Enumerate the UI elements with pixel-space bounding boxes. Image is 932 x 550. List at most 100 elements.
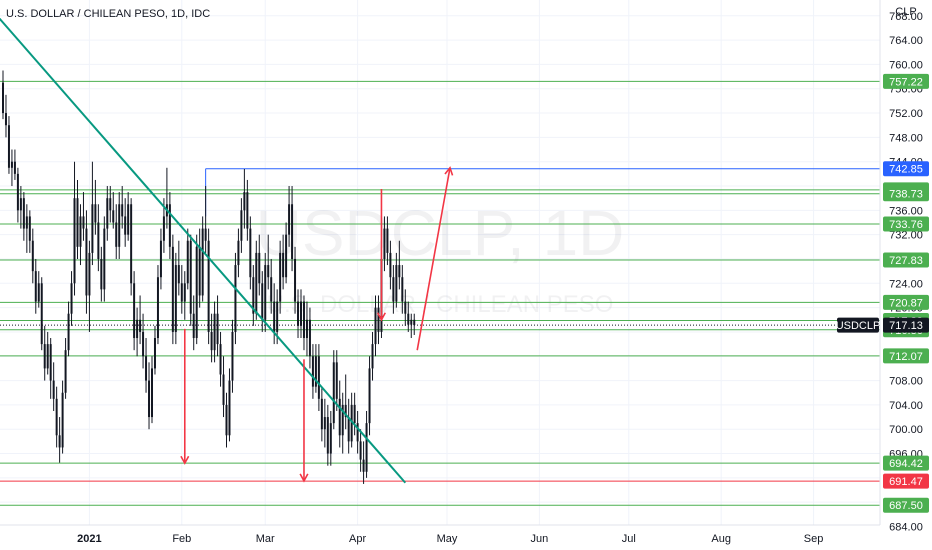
candle-body (34, 271, 37, 302)
candle-body (410, 319, 413, 325)
candle-body (395, 265, 398, 302)
watermark-symbol: USDCLP, 1D (256, 197, 625, 269)
candle-body (249, 228, 252, 278)
candle-body (156, 277, 159, 339)
time-tick-label: Feb (172, 533, 191, 545)
candle-body (177, 265, 180, 284)
candle-body (258, 252, 261, 284)
candle-body (43, 344, 46, 369)
candle-body (195, 246, 198, 339)
candle-body (207, 240, 210, 332)
price-tick-label: 760.00 (889, 59, 923, 71)
candle-body (19, 198, 22, 211)
price-badge-label: 691.47 (889, 476, 923, 488)
candle-body (109, 198, 112, 211)
candle-body (61, 392, 64, 448)
candle-body (100, 258, 103, 290)
candle-body (103, 228, 106, 290)
price-badge-label: 738.73 (889, 189, 923, 201)
candle-body (28, 216, 31, 241)
last-price-badge (883, 317, 929, 333)
time-tick-label: Jul (622, 533, 636, 545)
candle-body (365, 423, 368, 472)
price-badge-label: 687.50 (889, 500, 923, 512)
candle-body (130, 204, 133, 284)
candle-body (335, 362, 338, 399)
candle-body (332, 362, 335, 424)
candle-body (180, 283, 183, 302)
price-badge (883, 497, 929, 513)
candle-body (356, 423, 359, 442)
candle-body (73, 198, 76, 284)
candle-body (383, 228, 386, 259)
candle-body (49, 344, 52, 381)
candle-body (94, 204, 97, 223)
price-badge (883, 455, 929, 471)
price-badge (883, 186, 929, 202)
candle-body (228, 380, 231, 436)
price-tick-label: 748.00 (889, 132, 923, 144)
candle-body (10, 161, 13, 168)
candle-body (145, 356, 148, 381)
candle-body (4, 113, 7, 126)
candle-body (168, 204, 171, 247)
horizontal-levels (0, 80, 880, 506)
price-tick-label: 732.00 (889, 230, 923, 242)
candle-body (2, 82, 4, 114)
candle-body (246, 192, 249, 229)
candle-body (338, 398, 341, 436)
red-arrow-up (416, 167, 451, 351)
candle-body (329, 423, 332, 454)
candle-body (314, 356, 317, 387)
candle-body (270, 277, 273, 302)
candle-body (350, 404, 353, 442)
candle-body (302, 301, 305, 339)
candle-body (398, 265, 401, 278)
price-tick-label: 684.00 (889, 522, 923, 534)
time-axis[interactable] (0, 525, 880, 550)
candle-body (413, 319, 416, 326)
candle-body (115, 222, 118, 247)
candle-body (127, 204, 130, 235)
candle-body (297, 301, 300, 326)
candle-body (198, 246, 201, 296)
candle-body (88, 252, 91, 296)
candle-body (288, 204, 291, 235)
candle-body (279, 252, 282, 302)
currency-label: CLP (895, 6, 916, 18)
candle-body (64, 350, 67, 393)
candle-body (222, 374, 225, 405)
candle-body (213, 313, 216, 351)
candle-body (285, 234, 288, 278)
price-badge-label: 720.87 (889, 297, 923, 309)
candle-body (404, 301, 407, 314)
candle-body (255, 252, 258, 314)
time-tick-label: 2021 (77, 533, 101, 545)
candle-body (79, 216, 82, 247)
candle-body (136, 319, 139, 339)
candle-body (368, 368, 371, 424)
candle-body (389, 252, 392, 278)
chart-title: U.S. DOLLAR / CHILEAN PESO, 1D, IDC (6, 8, 210, 20)
candle-body (374, 307, 377, 345)
candle-body (189, 240, 192, 314)
price-badge (883, 294, 929, 310)
candle-body (294, 258, 297, 302)
time-tick-label: Sep (804, 533, 824, 545)
price-level-badges: 757.22742.85739.37738.73733.76727.83720.… (836, 73, 929, 513)
candle-body (305, 319, 308, 339)
candle-body (311, 356, 314, 387)
watermark-name: U.S. DOLLAR / CHILEAN PESO (267, 291, 614, 318)
candle-body (16, 173, 19, 211)
price-badge-label: 742.85 (889, 164, 923, 176)
candle-body (124, 216, 127, 235)
price-tick-label: 752.00 (889, 108, 923, 120)
candle-body (142, 331, 145, 357)
price-tick-label: 764.00 (889, 35, 923, 47)
price-tick-label: 736.00 (889, 205, 923, 217)
candle-body (234, 265, 237, 332)
price-badge (883, 161, 929, 177)
candle-body (174, 265, 177, 332)
price-badge-label: 727.83 (889, 255, 923, 267)
